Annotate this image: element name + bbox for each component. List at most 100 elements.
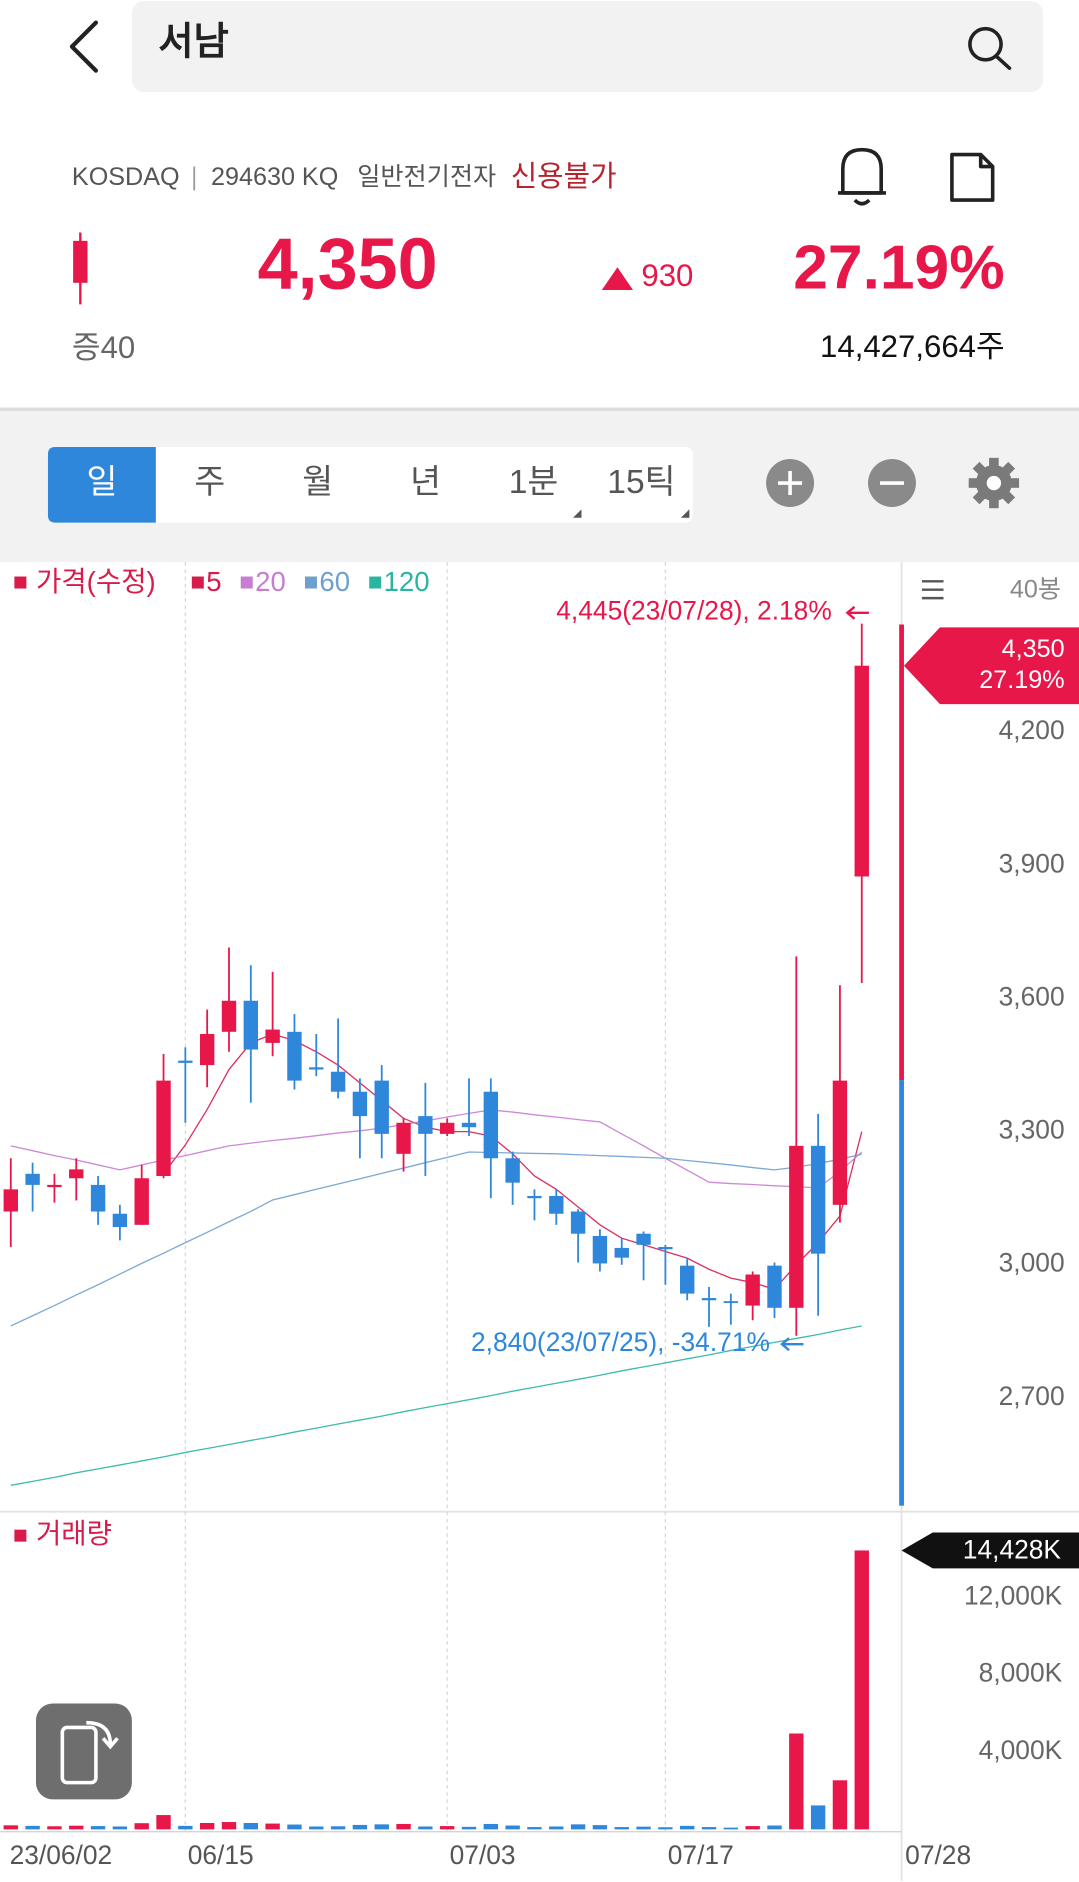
volume-bar: [701, 1827, 717, 1830]
period-label: 40봉: [1010, 576, 1061, 604]
candle-body: [178, 1060, 193, 1063]
search-box[interactable]: [131, 1, 1044, 93]
y-tick-label: 3,000: [999, 1248, 1065, 1278]
candle-body: [156, 1080, 171, 1177]
volume-bar: [854, 1550, 869, 1830]
tab[interactable]: 15틱: [607, 464, 675, 501]
x-tick-label: 07/28: [905, 1840, 971, 1870]
legend-label: 120: [384, 566, 430, 597]
volume-bar: [527, 1827, 542, 1830]
rotate-button[interactable]: [35, 1703, 132, 1800]
tab[interactable]: 년: [410, 464, 441, 501]
candle-body: [592, 1235, 608, 1264]
moving-average: [10, 1325, 862, 1486]
volume-bar: [25, 1825, 40, 1830]
volume-bar: [789, 1733, 804, 1830]
candle-body: [439, 1122, 455, 1134]
legend-swatch: [191, 576, 204, 589]
tab[interactable]: 주: [194, 464, 225, 501]
y-tick-label: 3,600: [999, 981, 1065, 1011]
volume-bar: [745, 1826, 760, 1830]
candle-body: [614, 1247, 629, 1258]
y-tick-label: 4,000K: [979, 1735, 1063, 1765]
zoom-out[interactable]: [867, 459, 916, 508]
tab[interactable]: 1분: [509, 464, 559, 501]
y-tick-label: 8,000K: [979, 1658, 1063, 1688]
candle-body: [90, 1184, 106, 1212]
y-tick-label: 3,300: [999, 1115, 1065, 1145]
menu-icon[interactable]: [921, 580, 944, 600]
volume-bar: [47, 1826, 62, 1830]
tab[interactable]: 일: [86, 464, 117, 501]
candle-body: [658, 1247, 673, 1250]
volume-bar: [439, 1826, 455, 1830]
volume-legend: 거래량: [36, 1518, 112, 1549]
candle-body: [243, 1000, 259, 1050]
volume-bar: [3, 1825, 18, 1830]
legend-label: 가격(수정): [36, 566, 156, 597]
code: 294630 KQ: [211, 163, 338, 191]
legend-swatch: [240, 576, 253, 589]
volume-bar: [156, 1815, 171, 1830]
volume-bar: [309, 1826, 324, 1830]
y-tick-label: 12,000K: [964, 1580, 1063, 1610]
legend-swatch: [14, 1529, 27, 1542]
trade-volume: 14,427,664주: [820, 329, 1005, 364]
volume-bar: [832, 1780, 848, 1830]
candle-body: [723, 1301, 739, 1303]
candle-body: [505, 1158, 520, 1183]
tab-selected: [47, 447, 156, 523]
price-tag: [903, 627, 1079, 705]
alarm-icon[interactable]: [838, 147, 886, 206]
settings[interactable]: [968, 457, 1020, 509]
up-triangle: [601, 267, 634, 291]
zoom-in[interactable]: [766, 459, 815, 508]
candle-body: [418, 1116, 433, 1134]
legend-label: 20: [255, 566, 286, 597]
tab[interactable]: 월: [302, 464, 333, 501]
candle-body: [134, 1178, 149, 1225]
volume-bar: [418, 1826, 433, 1830]
range-bar-up: [899, 624, 904, 1081]
x-tick-label: 06/15: [188, 1840, 254, 1870]
volume-bar: [636, 1826, 651, 1830]
volume-bar: [112, 1826, 128, 1830]
price-tag-change: 27.19%: [979, 666, 1064, 694]
credit: 신용불가: [511, 161, 617, 193]
candle-body: [680, 1265, 695, 1294]
volume-bar: [330, 1826, 346, 1830]
candle-body: [221, 1000, 237, 1032]
divider: [0, 407, 1079, 412]
volume-bar: [658, 1827, 673, 1830]
price-tag-price: 4,350: [1002, 635, 1065, 663]
volume-bar: [483, 1823, 499, 1830]
candle-body: [810, 1145, 826, 1254]
candle-body: [527, 1195, 542, 1199]
moving-average: [10, 1109, 863, 1189]
candle-body: [483, 1091, 499, 1159]
y-tick-label: 2,700: [999, 1381, 1065, 1411]
back-button[interactable]: [69, 20, 99, 73]
candle-body: [47, 1184, 62, 1188]
volume-bar: [461, 1826, 477, 1830]
high-annotation: 4,445(23/07/28), 2.18%: [556, 596, 832, 626]
y-tick-label: 3,900: [999, 848, 1065, 878]
candle-body: [309, 1067, 324, 1070]
current-price: 4,350: [258, 225, 438, 305]
change-rate: 27.19%: [793, 233, 1004, 302]
candle-body: [3, 1189, 18, 1212]
candle-body: [69, 1169, 84, 1179]
legend-label: 5: [206, 566, 221, 597]
volume-bar: [614, 1827, 629, 1830]
search-icon[interactable]: [968, 26, 1012, 71]
candle-body: [396, 1122, 411, 1154]
candle-body: [287, 1031, 302, 1081]
arrow: [845, 605, 869, 620]
x-tick-label: 23/06/02: [10, 1840, 113, 1870]
candle-body: [352, 1091, 368, 1117]
sector: 일반전기전자: [357, 163, 496, 191]
volume-bar: [549, 1826, 564, 1830]
y-tick-label: 4,200: [999, 715, 1065, 745]
document-icon[interactable]: [950, 152, 995, 202]
